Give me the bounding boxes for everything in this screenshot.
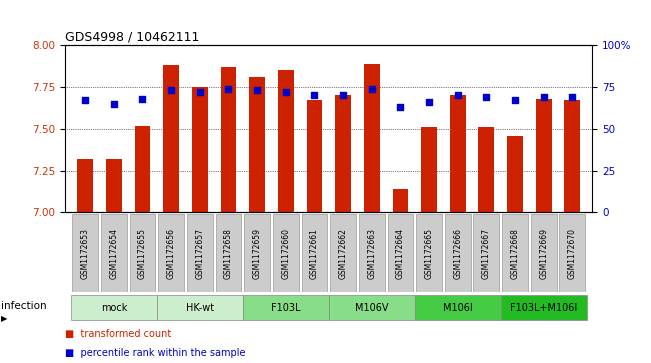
FancyBboxPatch shape xyxy=(71,295,157,320)
Point xyxy=(481,94,492,100)
Text: GSM1172653: GSM1172653 xyxy=(81,228,90,279)
FancyBboxPatch shape xyxy=(330,214,356,292)
Bar xyxy=(192,87,208,212)
Bar xyxy=(106,159,122,212)
Bar xyxy=(77,159,93,212)
Point xyxy=(223,86,234,92)
FancyBboxPatch shape xyxy=(329,295,415,320)
Point xyxy=(367,86,377,92)
FancyBboxPatch shape xyxy=(559,214,585,292)
Point xyxy=(452,93,463,98)
Text: ▶: ▶ xyxy=(1,314,7,323)
FancyBboxPatch shape xyxy=(359,214,385,292)
FancyBboxPatch shape xyxy=(72,214,98,292)
Bar xyxy=(536,99,551,212)
Point xyxy=(109,101,119,107)
Point xyxy=(395,104,406,110)
Bar xyxy=(135,126,150,212)
Text: GDS4998 / 10462111: GDS4998 / 10462111 xyxy=(65,30,199,44)
FancyBboxPatch shape xyxy=(101,214,127,292)
Point xyxy=(281,89,291,95)
Text: GSM1172669: GSM1172669 xyxy=(539,228,548,279)
FancyBboxPatch shape xyxy=(445,214,471,292)
FancyBboxPatch shape xyxy=(243,295,329,320)
Point xyxy=(538,94,549,100)
Bar xyxy=(478,127,494,212)
Text: M106I: M106I xyxy=(443,303,473,313)
Bar xyxy=(450,95,465,212)
Text: ■  percentile rank within the sample: ■ percentile rank within the sample xyxy=(65,347,245,358)
Text: mock: mock xyxy=(101,303,127,313)
Point xyxy=(195,89,205,95)
Text: GSM1172658: GSM1172658 xyxy=(224,228,233,279)
FancyBboxPatch shape xyxy=(387,214,413,292)
Text: GSM1172666: GSM1172666 xyxy=(453,228,462,279)
Point xyxy=(338,93,348,98)
Point xyxy=(166,87,176,93)
Text: GSM1172665: GSM1172665 xyxy=(424,228,434,279)
FancyBboxPatch shape xyxy=(215,214,242,292)
FancyBboxPatch shape xyxy=(187,214,213,292)
Text: GSM1172655: GSM1172655 xyxy=(138,228,147,279)
Point xyxy=(80,98,90,103)
Point xyxy=(309,93,320,98)
FancyBboxPatch shape xyxy=(301,214,327,292)
Bar xyxy=(249,77,265,212)
Text: GSM1172663: GSM1172663 xyxy=(367,228,376,279)
Bar xyxy=(364,64,380,212)
Text: HK-wt: HK-wt xyxy=(186,303,214,313)
Text: F103L: F103L xyxy=(271,303,301,313)
Text: M106V: M106V xyxy=(355,303,389,313)
Text: GSM1172662: GSM1172662 xyxy=(339,228,348,279)
Text: GSM1172661: GSM1172661 xyxy=(310,228,319,279)
Text: GSM1172667: GSM1172667 xyxy=(482,228,491,279)
Bar xyxy=(163,65,179,212)
FancyBboxPatch shape xyxy=(130,214,156,292)
Bar xyxy=(278,70,294,212)
FancyBboxPatch shape xyxy=(502,214,528,292)
Text: F103L+M106I: F103L+M106I xyxy=(510,303,577,313)
FancyBboxPatch shape xyxy=(473,214,499,292)
FancyBboxPatch shape xyxy=(244,214,270,292)
Point xyxy=(252,87,262,93)
Text: GSM1172660: GSM1172660 xyxy=(281,228,290,279)
Text: infection: infection xyxy=(1,301,46,311)
Text: GSM1172657: GSM1172657 xyxy=(195,228,204,279)
Text: GSM1172654: GSM1172654 xyxy=(109,228,118,279)
Point xyxy=(510,98,520,103)
Point xyxy=(424,99,434,105)
Bar xyxy=(564,101,580,212)
Bar xyxy=(335,95,351,212)
Bar xyxy=(307,101,322,212)
Text: ■  transformed count: ■ transformed count xyxy=(65,329,171,339)
Text: GSM1172656: GSM1172656 xyxy=(167,228,176,279)
FancyBboxPatch shape xyxy=(415,295,501,320)
Bar xyxy=(421,127,437,212)
Bar xyxy=(507,135,523,212)
Text: GSM1172668: GSM1172668 xyxy=(510,228,519,279)
FancyBboxPatch shape xyxy=(157,295,243,320)
FancyBboxPatch shape xyxy=(273,214,299,292)
Text: GSM1172664: GSM1172664 xyxy=(396,228,405,279)
Text: GSM1172659: GSM1172659 xyxy=(253,228,262,279)
FancyBboxPatch shape xyxy=(158,214,184,292)
FancyBboxPatch shape xyxy=(531,214,557,292)
Point xyxy=(567,94,577,100)
Point xyxy=(137,96,148,102)
Bar xyxy=(221,67,236,212)
FancyBboxPatch shape xyxy=(501,295,587,320)
Text: GSM1172670: GSM1172670 xyxy=(568,228,577,279)
Bar xyxy=(393,189,408,212)
FancyBboxPatch shape xyxy=(416,214,442,292)
